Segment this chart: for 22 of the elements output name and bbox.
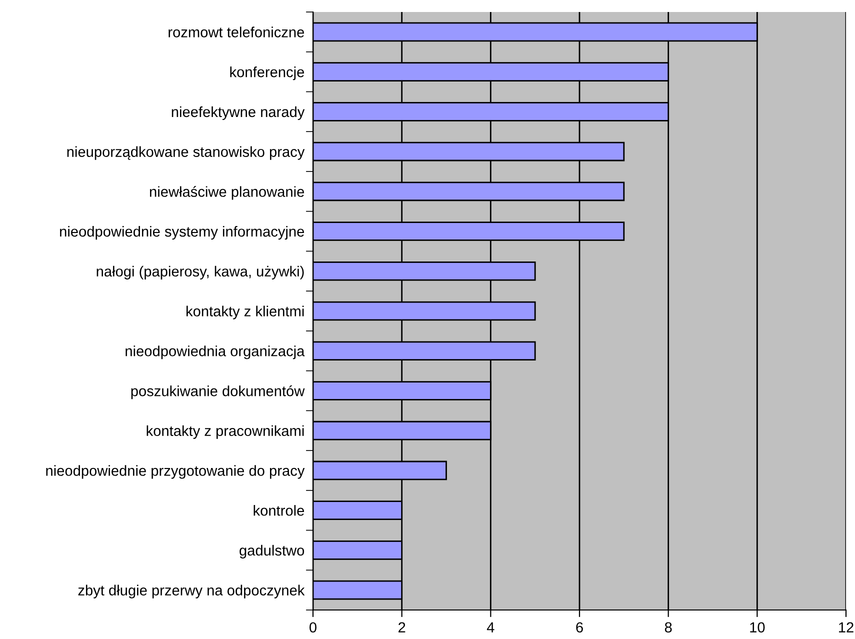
y-tick-label: nieefektywne narady (172, 106, 305, 120)
x-tick-label: 6 (576, 622, 583, 633)
y-tick-label: nieodpowiednie systemy informacyjne (60, 226, 304, 240)
y-tick-label: nieuporządkowane stanowisko pracy (67, 146, 305, 160)
x-tick-label: 12 (839, 622, 854, 632)
y-tick-label: kontakty z pracownikami (146, 425, 304, 439)
y-tick-label: gadulstwo (240, 544, 304, 559)
y-tick-label: rozmowt telefoniczne (168, 26, 304, 38)
y-tick-label: kontakty z klientmi (186, 306, 304, 320)
y-tick-label: nałogi (papierosy, kawa, używki) (96, 266, 304, 280)
y-tick-label: nieodpowiednia organizacja (126, 346, 305, 360)
y-tick-label: niewłaściwe planowanie (150, 186, 304, 200)
x-tick-label: 8 (664, 622, 672, 633)
x-tick-label: 4 (486, 622, 494, 632)
y-tick-label: poszukiwanie dokumentów (131, 385, 305, 400)
y-tick-label: zbyt długie przerwy na odpoczynek (78, 584, 305, 598)
x-tick-label: 0 (310, 622, 316, 633)
y-tick-label: nieodpowiednie przygotowanie do pracy (46, 465, 305, 479)
x-tick-label: 2 (398, 622, 406, 632)
y-tick-label: konferencje (230, 66, 304, 80)
x-tick-label: 10 (750, 622, 765, 633)
y-tick-label: kontrole (254, 505, 304, 516)
